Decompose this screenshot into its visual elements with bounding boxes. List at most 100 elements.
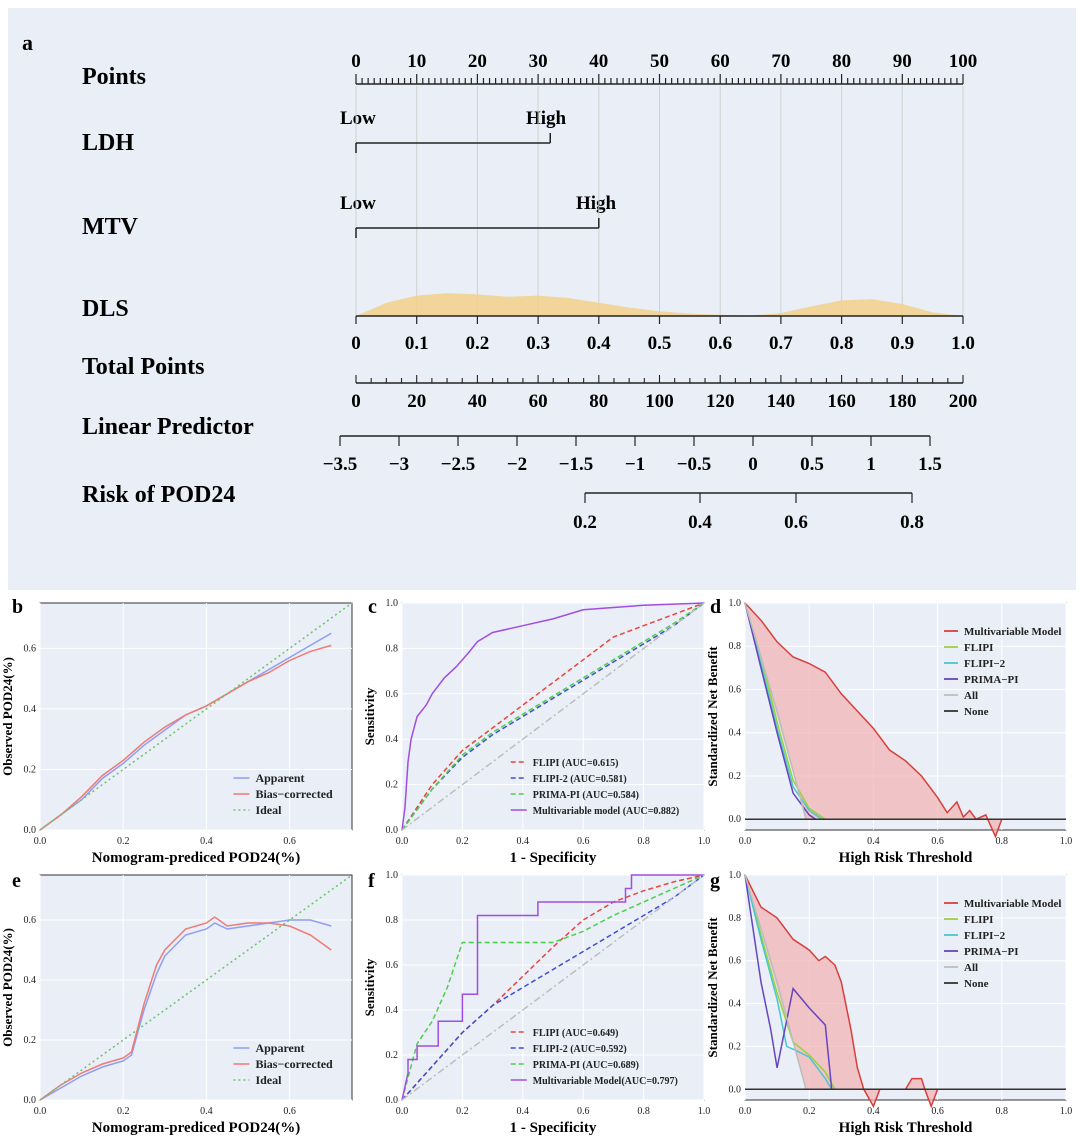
row-label-linear-predictor: Linear Predictor <box>82 414 254 440</box>
y-tick-label: 0.2 <box>386 1050 399 1061</box>
series-line <box>401 874 705 1101</box>
dls-tick-label: 0 <box>351 333 361 354</box>
legend-entry: FLIPI-2 (AUC=0.581) <box>533 774 627 785</box>
series-line <box>401 602 705 831</box>
y-axis-label: Standardized Net Benefit <box>705 917 720 1058</box>
dls-density-area <box>356 293 963 316</box>
ldh-low-label: Low <box>340 108 376 129</box>
y-tick-label: 0.6 <box>729 956 742 967</box>
y-axis-label: Sensitivity <box>362 687 377 745</box>
dls-tick-label: 0.3 <box>526 333 550 354</box>
y-tick-label: 0.0 <box>24 825 37 836</box>
points-tick-label: 30 <box>529 51 548 72</box>
total-points-tick-label: 100 <box>645 391 674 412</box>
y-tick-label: 0.2 <box>729 1041 742 1052</box>
x-tick-label: 0.4 <box>517 1106 530 1117</box>
dls-tick-label: 0.2 <box>466 333 490 354</box>
risk-tick-label: 0.8 <box>900 512 924 533</box>
linear-predictor-tick-label: 1 <box>866 454 876 475</box>
y-tick-label: 1.0 <box>386 870 399 881</box>
total-points-tick-label: 160 <box>827 391 856 412</box>
series-line <box>744 874 833 1090</box>
series-line <box>744 602 823 820</box>
row-label-dls: DLS <box>82 296 129 322</box>
panel-label-a: a <box>22 30 33 55</box>
legend-entry: None <box>964 706 989 718</box>
points-tick-label: 0 <box>351 51 361 72</box>
legend-entry: FLIPI−2 <box>964 930 1006 942</box>
linear-predictor-tick-label: −3 <box>389 454 409 475</box>
dls-tick-label: 0.7 <box>769 333 793 354</box>
linear-predictor-tick-label: −2 <box>507 454 527 475</box>
panel-b: b 0.0 0.2 0.4 0.6 0.0 0.2 0.4 0.6 Nomogram-predic… <box>0 596 353 866</box>
series-line <box>39 919 332 1101</box>
total-points-tick-label: 40 <box>468 391 487 412</box>
x-tick-label: 0.0 <box>396 836 409 847</box>
x-axis-label: Nomogram-prediced POD24(%) <box>92 1120 300 1136</box>
dls-tick-label: 0.8 <box>830 333 854 354</box>
x-tick-label: 0.6 <box>931 1106 944 1117</box>
x-tick-label: 1.0 <box>698 1106 711 1117</box>
y-tick-label: 0.4 <box>386 734 399 745</box>
row-label-mtv: MTV <box>82 214 139 240</box>
mtv-high-label: High <box>576 193 617 214</box>
series-line <box>39 916 332 1101</box>
x-tick-label: 0.6 <box>283 1106 296 1117</box>
total-points-tick-label: 60 <box>529 391 548 412</box>
panel-label: e <box>12 870 21 892</box>
series-line <box>744 602 807 820</box>
legend-entry: Multivariable Model(AUC=0.797) <box>533 1076 678 1087</box>
y-axis-label: Observed POD24(%) <box>0 928 15 1047</box>
y-tick-label: 0.2 <box>24 1035 37 1046</box>
legend-entry: All <box>964 690 978 702</box>
panel-label: d <box>710 596 721 618</box>
y-tick-label: 0.0 <box>729 1084 742 1095</box>
x-tick-label: 0.2 <box>117 836 130 847</box>
x-tick-label: 0.4 <box>867 836 880 847</box>
series-line <box>744 602 1066 839</box>
y-tick-label: 0.6 <box>386 960 399 971</box>
series-line <box>401 602 705 831</box>
y-tick-label: 0.6 <box>24 643 37 654</box>
legend-entry: Multivariable model (AUC=0.882) <box>533 806 680 817</box>
y-tick-label: 0.2 <box>386 780 399 791</box>
y-tick-label: 0.4 <box>386 1005 399 1016</box>
y-tick-label: 0.0 <box>386 825 399 836</box>
panel-label: c <box>368 596 377 618</box>
legend-entry: PRIMA−PI <box>964 946 1019 958</box>
series-line <box>401 602 705 831</box>
legend-entry: Apparent <box>255 771 304 785</box>
total-points-tick-label: 180 <box>888 391 917 412</box>
x-tick-label: 0.8 <box>637 836 650 847</box>
y-tick-label: 1.0 <box>729 870 742 881</box>
x-tick-label: 0.0 <box>34 1106 47 1117</box>
y-tick-label: 0.8 <box>729 641 742 652</box>
y-axis-label: Observed POD24(%) <box>0 657 15 776</box>
y-tick-label: 0.4 <box>24 975 37 986</box>
risk-tick-label: 0.2 <box>573 512 597 533</box>
legend-entry: Ideal <box>255 1073 282 1087</box>
x-tick-label: 0.4 <box>867 1106 880 1117</box>
legend-entry: Multivariable Model <box>964 626 1061 638</box>
legend-entry: FLIPI (AUC=0.615) <box>533 758 619 769</box>
y-axis-label: Standardized Net Benefit <box>705 646 720 787</box>
legend-entry: PRIMA-PI (AUC=0.689) <box>533 1060 639 1071</box>
legend-entry: FLIPI (AUC=0.649) <box>533 1028 619 1039</box>
legend-entry: FLIPI <box>964 914 993 926</box>
x-tick-label: 0.8 <box>637 1106 650 1117</box>
y-tick-label: 0.2 <box>729 771 742 782</box>
x-tick-label: 1.0 <box>1060 1106 1073 1117</box>
total-points-tick-label: 0 <box>351 391 361 412</box>
points-tick-label: 90 <box>893 51 912 72</box>
series-line <box>401 602 705 831</box>
dls-tick-label: 0.6 <box>708 333 732 354</box>
legend-entry: FLIPI <box>964 642 993 654</box>
series-line <box>39 644 332 831</box>
x-tick-label: 0.4 <box>517 836 530 847</box>
points-tick-label: 50 <box>650 51 669 72</box>
x-tick-label: 0.2 <box>803 836 816 847</box>
x-tick-label: 0.4 <box>200 836 213 847</box>
row-label-points: Points <box>82 64 146 90</box>
points-tick-label: 40 <box>589 51 608 72</box>
